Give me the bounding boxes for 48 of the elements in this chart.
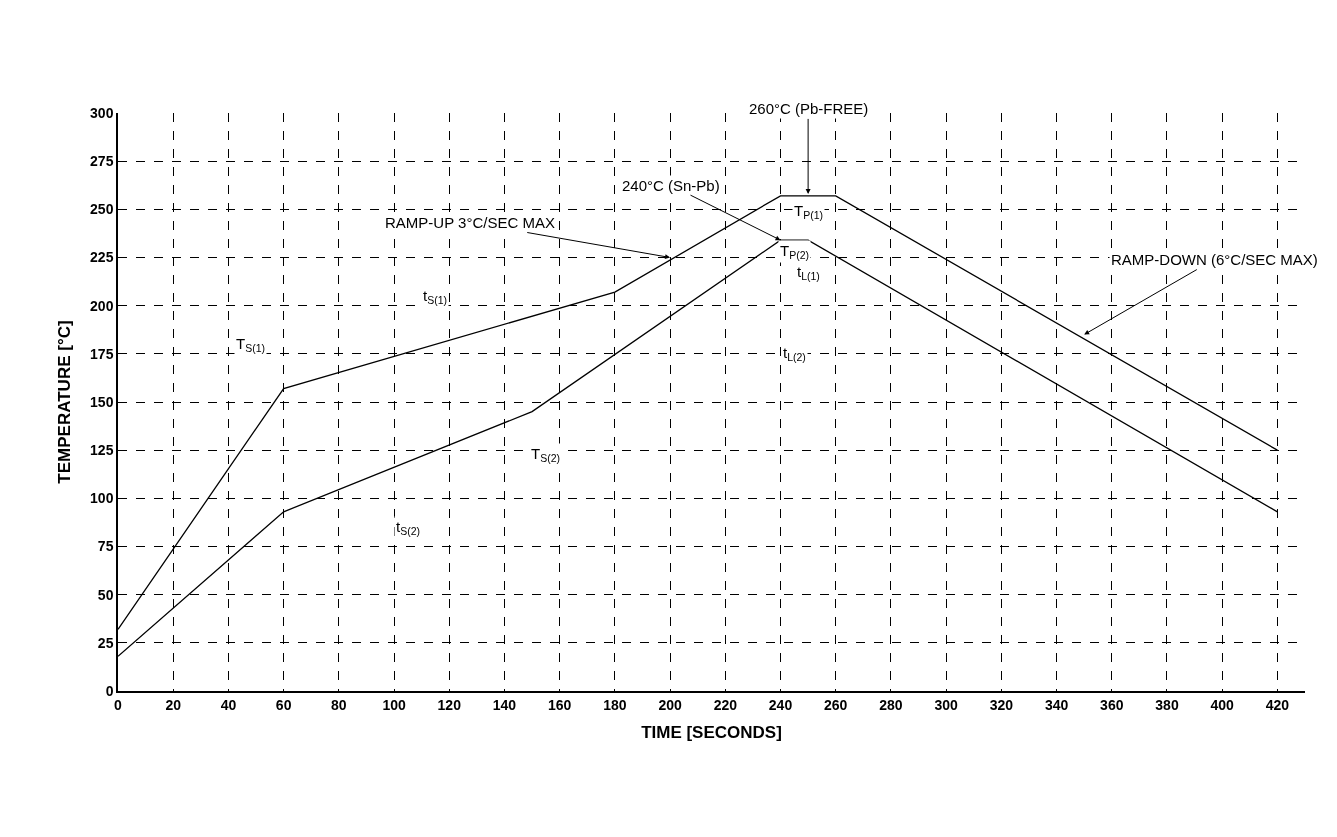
x-tick-label: 260 — [824, 696, 848, 713]
annotation: t$_{S(1)}$ — [423, 287, 448, 307]
x-axis-title: TIME [SECONDS] — [641, 723, 782, 743]
x-tick-label: 60 — [275, 696, 292, 713]
y-tick-label: 150 — [90, 393, 114, 410]
y-tick-label: 0 — [105, 682, 114, 699]
y-tick-label: 25 — [97, 634, 114, 651]
y-tick-label: 275 — [90, 153, 114, 170]
y-tick-label: 125 — [90, 442, 114, 459]
x-tick-label: 160 — [547, 696, 572, 713]
x-tick-label: 200 — [658, 696, 682, 713]
annotation: RAMP-UP 3°C/SEC MAX — [385, 214, 555, 231]
y-tick-label: 250 — [90, 201, 114, 218]
x-tick-label: 340 — [1044, 696, 1069, 713]
annotation: RAMP-DOWN (6°C/SEC MAX) — [1111, 251, 1318, 268]
x-tick-label: 120 — [437, 696, 462, 713]
x-tick-label: 400 — [1210, 696, 1235, 713]
x-tick-label: 140 — [492, 696, 517, 713]
x-tick-label: 320 — [989, 696, 1014, 713]
annotation: T$_{P(1)}$ — [794, 202, 824, 222]
y-tick-label: 100 — [90, 490, 114, 507]
x-tick-label: 80 — [331, 696, 347, 713]
x-tick-label: 300 — [934, 696, 959, 713]
x-tick-label: 220 — [713, 696, 738, 713]
annotation: t$_{L(2)}$ — [783, 344, 806, 364]
x-tick-label: 420 — [1265, 696, 1290, 713]
x-tick-label: 360 — [1100, 696, 1124, 713]
x-tick-label: 40 — [220, 696, 237, 713]
y-tick-label: 200 — [90, 297, 114, 314]
y-axis-title: TEMPERATURE [°C] — [55, 320, 75, 484]
annotation: T$_{P(2)}$ — [780, 242, 810, 262]
x-tick-label: 240 — [768, 696, 793, 713]
y-tick-label: 75 — [97, 538, 114, 555]
y-tick-label: 225 — [90, 249, 114, 266]
y-tick-label: 50 — [97, 586, 114, 603]
annotation: 260°C (Pb-FREE) — [749, 100, 869, 117]
y-tick-label: 175 — [90, 345, 114, 362]
x-tick-label: 20 — [165, 696, 182, 713]
x-tick-label: 100 — [382, 696, 406, 713]
annotation: 240°C (Sn-Pb) — [622, 177, 720, 194]
annotation: t$_{L(1)}$ — [797, 263, 820, 283]
annotation: T$_{S(1)}$ — [236, 335, 266, 355]
x-tick-label: 380 — [1155, 696, 1179, 713]
x-tick-label: 280 — [879, 696, 903, 713]
annotation: T$_{S(2)}$ — [531, 445, 561, 465]
y-tick-label: 300 — [90, 104, 114, 121]
x-tick-label: 180 — [603, 696, 627, 713]
annotation: t$_{S(2)}$ — [396, 518, 421, 538]
